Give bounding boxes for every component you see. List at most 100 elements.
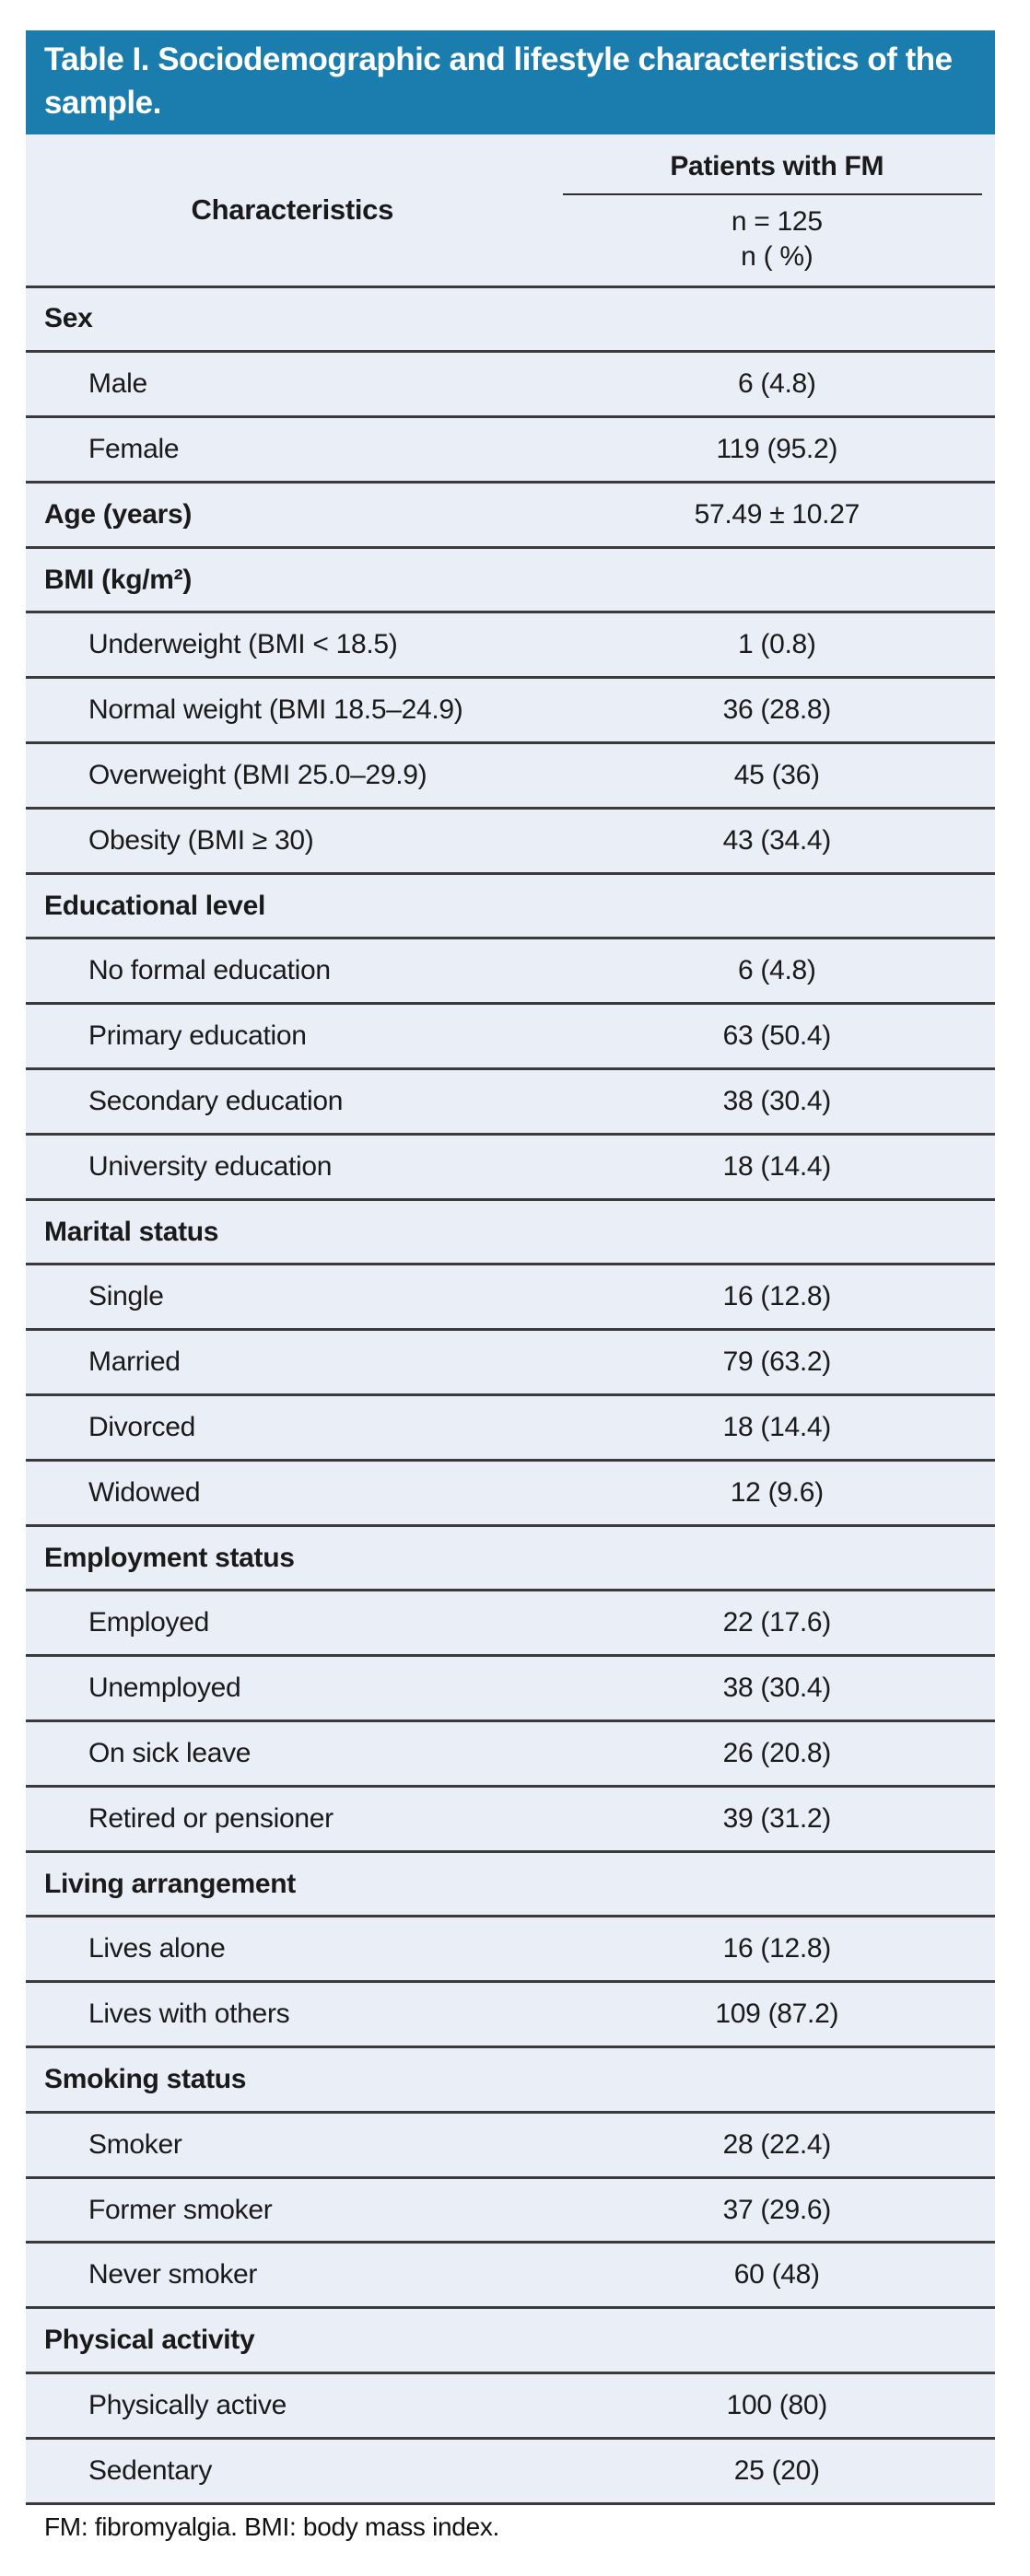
row-label: Educational level (44, 890, 265, 921)
table-row: University education 18 (14.4) (26, 1132, 995, 1198)
table-row: Never smoker 60 (48) (26, 2241, 995, 2306)
row-value: 119 (95.2) (716, 433, 838, 464)
row-label: Marital status (44, 1216, 219, 1247)
row-value: 38 (30.4) (722, 1085, 832, 1116)
row-label: No formal education (88, 955, 331, 986)
table-row: Living arrangement (26, 1849, 995, 1916)
row-value: 12 (9.6) (730, 1476, 824, 1508)
row-value: 26 (20.8) (722, 1737, 832, 1768)
table-row: Unemployed 38 (30.4) (26, 1654, 995, 1719)
table-row: Widowed 12 (9.6) (26, 1458, 995, 1524)
row-value: 6 (4.8) (737, 368, 816, 400)
row-label: Lives alone (88, 1933, 226, 1964)
table-row: Underweight (BMI < 18.5) 1 (0.8) (26, 611, 995, 676)
column-header-n: n = 125 (731, 205, 823, 237)
row-value: 28 (22.4) (722, 2128, 832, 2160)
table-row: Female 119 (95.2) (26, 415, 995, 481)
table-row: Single 16 (12.8) (26, 1263, 995, 1328)
table-row: Smoker 28 (22.4) (26, 2110, 995, 2176)
row-label: On sick leave (88, 1737, 252, 1768)
row-value: 16 (12.8) (722, 1933, 832, 1964)
row-label: Overweight (BMI 25.0–29.9) (88, 759, 427, 790)
table-row: Employed 22 (17.6) (26, 1589, 995, 1654)
table-row: Primary education 63 (50.4) (26, 1002, 995, 1067)
table-row: Married 79 (63.2) (26, 1328, 995, 1393)
row-value: 38 (30.4) (722, 1673, 832, 1704)
row-value: 63 (50.4) (722, 1020, 832, 1052)
table-row: Employment status (26, 1523, 995, 1590)
table-row: Retired or pensioner 39 (31.2) (26, 1784, 995, 1850)
row-value: 45 (36) (733, 759, 820, 790)
row-label: Divorced (88, 1411, 195, 1442)
row-label: Never smoker (88, 2259, 258, 2290)
table-footnote: FM: fibromyalgia. BMI: body mass index. (44, 2512, 500, 2541)
table-row: No formal education 6 (4.8) (26, 937, 995, 1002)
table-body: Sex Male 6 (4.8) Female 119 (95.2) Age (… (26, 285, 995, 2505)
column-header-group: Patients with FM (670, 150, 884, 181)
table-row: Age (years) 57.49 ± 10.27 (26, 480, 995, 546)
table-row: Sedentary 25 (20) (26, 2436, 995, 2502)
table-row: Educational level (26, 871, 995, 938)
row-label: Age (years) (44, 498, 193, 530)
column-header-group-block: Patients with FM n = 125 n ( %) (559, 134, 995, 286)
row-label: Smoking status (44, 2063, 247, 2094)
table-row: Former smoker 37 (29.6) (26, 2175, 995, 2242)
row-label: Female (88, 433, 180, 464)
row-label: Single (88, 1281, 164, 1312)
row-value: 18 (14.4) (722, 1150, 832, 1182)
row-value: 6 (4.8) (737, 955, 816, 986)
table-row: BMI (kg/m²) (26, 545, 995, 612)
row-label: Widowed (88, 1476, 201, 1508)
table-row: Male 6 (4.8) (26, 350, 995, 415)
row-value: 16 (12.8) (722, 1281, 832, 1312)
row-label: Primary education (88, 1020, 307, 1052)
table-row: Physically active 100 (80) (26, 2372, 995, 2437)
table-row: Secondary education 38 (30.4) (26, 1067, 995, 1133)
column-header-characteristics: Characteristics (191, 192, 394, 226)
row-label: Normal weight (BMI 18.5–24.9) (88, 694, 463, 726)
row-value: 1 (0.8) (737, 629, 816, 660)
row-label: Employment status (44, 1542, 295, 1573)
table-row: Smoking status (26, 2046, 995, 2111)
header-divider (562, 192, 982, 195)
table-row: On sick leave 26 (20.8) (26, 1719, 995, 1785)
row-value: 22 (17.6) (722, 1607, 832, 1638)
row-value: 39 (31.2) (722, 1802, 832, 1834)
row-value: 25 (20) (733, 2454, 820, 2486)
table-title: Table I. Sociodemographic and lifestyle … (26, 30, 995, 134)
table-row: Lives alone 16 (12.8) (26, 1915, 995, 1980)
row-label: Underweight (BMI < 18.5) (88, 629, 398, 660)
table-row: Normal weight (BMI 18.5–24.9) 36 (28.8) (26, 676, 995, 741)
table-row: Marital status (26, 1197, 995, 1264)
table-row: Lives with others 109 (87.2) (26, 1980, 995, 2046)
table-row: Obesity (BMI ≥ 30) 43 (34.4) (26, 806, 995, 872)
row-label: BMI (kg/m²) (44, 564, 193, 595)
row-label: Smoker (88, 2128, 182, 2160)
row-value: 109 (87.2) (715, 1999, 839, 2030)
row-value: 100 (80) (726, 2389, 828, 2420)
row-label: Former smoker (88, 2194, 273, 2225)
row-value: 36 (28.8) (722, 694, 832, 726)
row-value: 60 (48) (733, 2259, 820, 2290)
table-row: Sex (26, 285, 995, 351)
row-label: Obesity (BMI ≥ 30) (88, 824, 314, 856)
row-label: Lives with others (88, 1999, 290, 2030)
row-value: 18 (14.4) (722, 1411, 832, 1442)
row-label: Physically active (88, 2389, 287, 2420)
row-label: Physical activity (44, 2325, 255, 2356)
row-value: 43 (34.4) (722, 824, 832, 856)
row-label: Secondary education (88, 1085, 344, 1116)
row-value: 37 (29.6) (722, 2194, 832, 2225)
table-header: Characteristics Patients with FM n = 125… (26, 134, 995, 286)
row-label: Married (88, 1346, 181, 1378)
row-value: 57.49 ± 10.27 (694, 498, 860, 530)
column-header-n-pct: n ( %) (741, 240, 813, 272)
row-label: Sex (44, 303, 93, 334)
row-label: Male (88, 368, 147, 400)
row-label: Employed (88, 1607, 210, 1638)
table-row: Overweight (BMI 25.0–29.9) 45 (36) (26, 741, 995, 807)
row-value: 79 (63.2) (722, 1346, 832, 1378)
table-row: Divorced 18 (14.4) (26, 1393, 995, 1459)
row-label: University education (88, 1150, 333, 1182)
